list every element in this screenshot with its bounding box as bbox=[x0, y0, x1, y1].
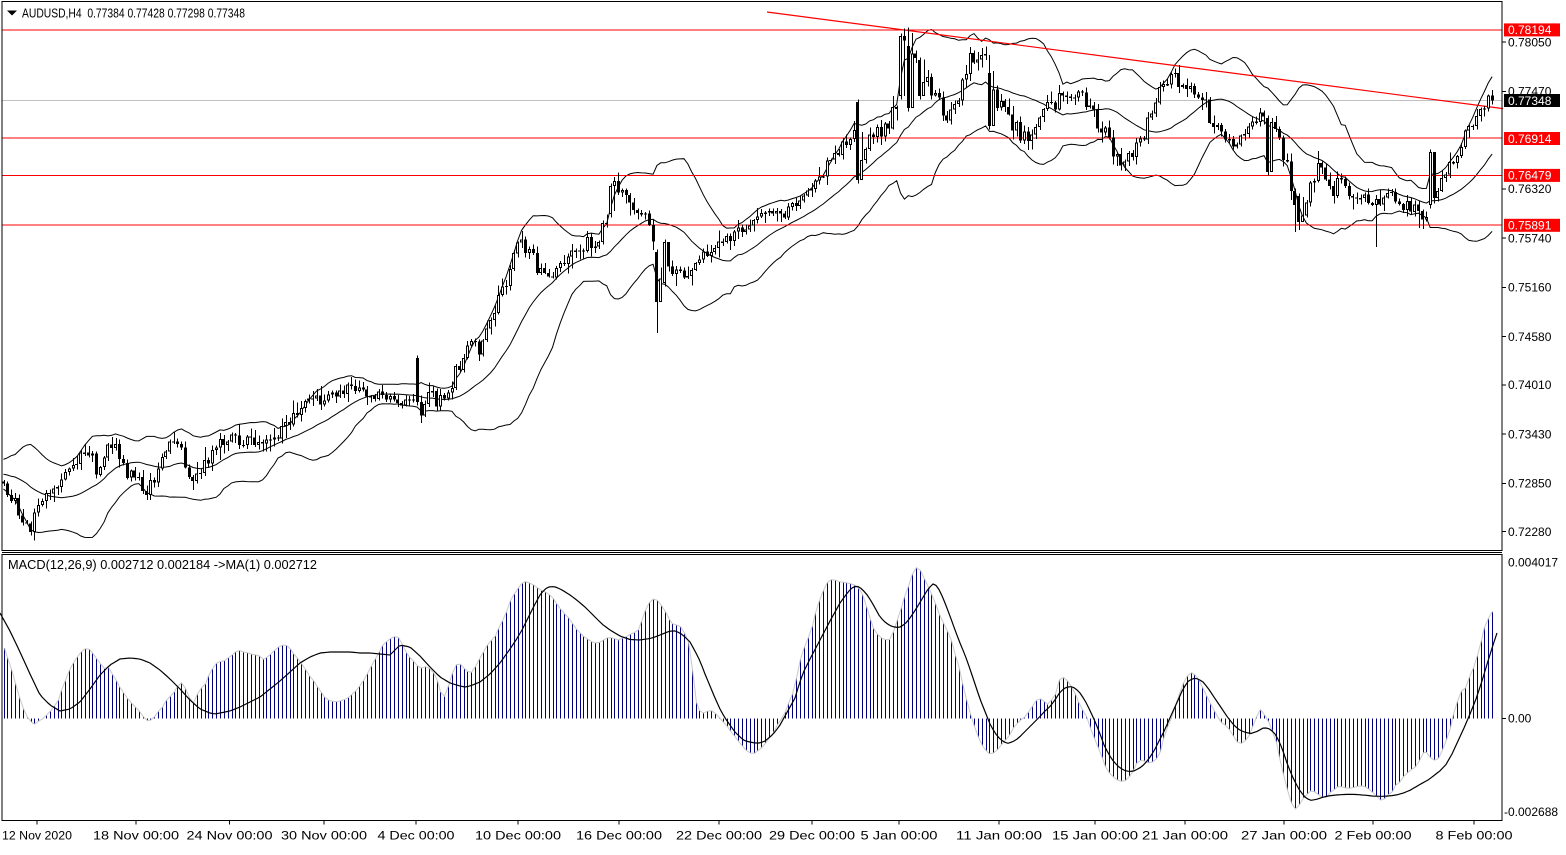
svg-text:0.004017: 0.004017 bbox=[1508, 556, 1558, 570]
svg-text:-0.002688: -0.002688 bbox=[1504, 805, 1558, 819]
svg-text:15 Jan 00:00: 15 Jan 00:00 bbox=[1052, 829, 1138, 843]
svg-text:22 Dec 00:00: 22 Dec 00:00 bbox=[676, 829, 762, 843]
svg-text:10 Dec 00:00: 10 Dec 00:00 bbox=[475, 829, 561, 843]
svg-text:8 Feb 00:00: 8 Feb 00:00 bbox=[1436, 829, 1513, 843]
svg-text:21 Jan 00:00: 21 Jan 00:00 bbox=[1142, 829, 1228, 843]
svg-text:2 Feb 00:00: 2 Feb 00:00 bbox=[1335, 829, 1412, 843]
svg-text:0.75891: 0.75891 bbox=[1508, 219, 1552, 233]
svg-text:0.76479: 0.76479 bbox=[1508, 169, 1552, 183]
svg-text:0.75740: 0.75740 bbox=[1508, 231, 1552, 245]
svg-text:24 Nov 00:00: 24 Nov 00:00 bbox=[187, 829, 273, 843]
svg-text:0.73430: 0.73430 bbox=[1508, 427, 1552, 441]
svg-text:0.74580: 0.74580 bbox=[1508, 330, 1552, 344]
svg-text:11 Jan 00:00: 11 Jan 00:00 bbox=[956, 829, 1042, 843]
svg-text:12 Nov 2020: 12 Nov 2020 bbox=[2, 829, 72, 843]
svg-text:0.77348: 0.77348 bbox=[1508, 94, 1552, 108]
svg-text:5 Jan 00:00: 5 Jan 00:00 bbox=[861, 829, 938, 843]
svg-text:0.78194: 0.78194 bbox=[1508, 23, 1552, 37]
svg-text:0.75160: 0.75160 bbox=[1508, 281, 1552, 295]
svg-text:0.00: 0.00 bbox=[1508, 712, 1532, 726]
svg-text:0.76914: 0.76914 bbox=[1508, 132, 1552, 146]
svg-text:27 Jan 00:00: 27 Jan 00:00 bbox=[1241, 829, 1327, 843]
svg-text:16 Dec 00:00: 16 Dec 00:00 bbox=[576, 829, 662, 843]
svg-text:AUDUSD,H4 0.77384 0.77428 0.7: AUDUSD,H4 0.77384 0.77428 0.77298 0.7734… bbox=[22, 7, 245, 21]
svg-text:30 Nov 00:00: 30 Nov 00:00 bbox=[281, 829, 367, 843]
svg-text:29 Dec 00:00: 29 Dec 00:00 bbox=[769, 829, 855, 843]
svg-text:0.74010: 0.74010 bbox=[1508, 378, 1552, 392]
svg-text:18 Nov 00:00: 18 Nov 00:00 bbox=[93, 829, 179, 843]
svg-text:0.76320: 0.76320 bbox=[1508, 182, 1552, 196]
svg-text:MACD(12,26,9) 0.002712 0.00218: MACD(12,26,9) 0.002712 0.002184 ->MA(1) … bbox=[8, 558, 317, 572]
svg-text:0.78050: 0.78050 bbox=[1508, 35, 1552, 49]
svg-text:4 Dec 00:00: 4 Dec 00:00 bbox=[378, 829, 455, 843]
svg-text:0.72850: 0.72850 bbox=[1508, 477, 1552, 491]
svg-text:0.72280: 0.72280 bbox=[1508, 525, 1552, 539]
